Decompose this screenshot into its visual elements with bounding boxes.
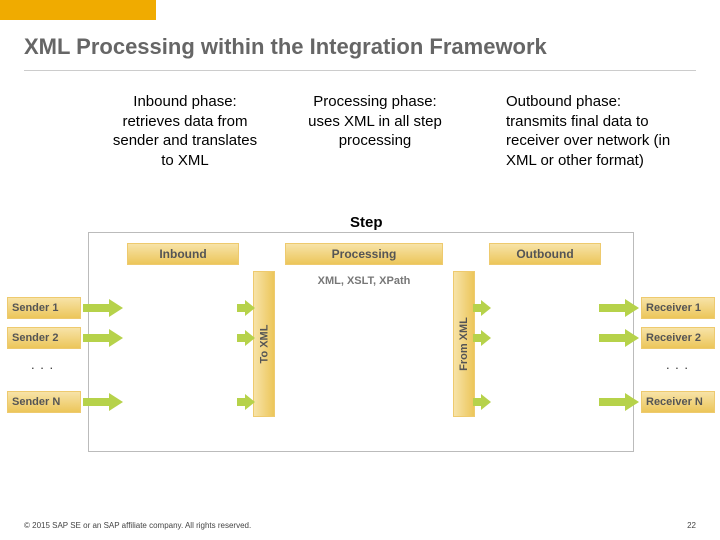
- from-xml-box: From XML: [453, 271, 475, 417]
- sender-node: Sender N: [7, 391, 81, 413]
- from-xml-label: From XML: [458, 317, 470, 371]
- footer-copyright: © 2015 SAP SE or an SAP affiliate compan…: [24, 521, 251, 530]
- divider: [24, 70, 696, 71]
- arrow-icon: [473, 391, 491, 413]
- ellipsis-icon: . . .: [666, 357, 689, 372]
- arrow-icon: [473, 297, 491, 319]
- ellipsis-icon: . . .: [31, 357, 54, 372]
- phase-descriptions: Inbound phase: retrieves data from sende…: [0, 92, 720, 170]
- sender-node: Sender 2: [7, 327, 81, 349]
- arrow-icon: [83, 327, 123, 349]
- arrow-icon: [599, 327, 639, 349]
- arrow-icon: [83, 391, 123, 413]
- step-label: Step: [350, 214, 383, 231]
- accent-bar: [0, 0, 156, 20]
- arrow-icon: [237, 391, 255, 413]
- to-xml-box: To XML: [253, 271, 275, 417]
- outbound-band: Outbound: [489, 243, 601, 265]
- outbound-description: Outbound phase: transmits final data to …: [506, 92, 676, 170]
- arrow-icon: [237, 327, 255, 349]
- inbound-band: Inbound: [127, 243, 239, 265]
- receiver-node: Receiver 1: [641, 297, 715, 319]
- tech-label: XML, XSLT, XPath: [285, 275, 443, 287]
- processing-band: Processing: [285, 243, 443, 265]
- page-title: XML Processing within the Integration Fr…: [24, 34, 547, 60]
- arrow-icon: [473, 327, 491, 349]
- page-number: 22: [687, 521, 696, 530]
- to-xml-label: To XML: [258, 325, 270, 364]
- receiver-node: Receiver N: [641, 391, 715, 413]
- arrow-icon: [237, 297, 255, 319]
- process-diagram: Inbound Processing Outbound XML, XSLT, X…: [88, 232, 634, 452]
- sender-node: Sender 1: [7, 297, 81, 319]
- receiver-node: Receiver 2: [641, 327, 715, 349]
- inbound-description: Inbound phase: retrieves data from sende…: [110, 92, 260, 170]
- processing-description: Processing phase: uses XML in all step p…: [300, 92, 450, 170]
- arrow-icon: [83, 297, 123, 319]
- arrow-icon: [599, 391, 639, 413]
- arrow-icon: [599, 297, 639, 319]
